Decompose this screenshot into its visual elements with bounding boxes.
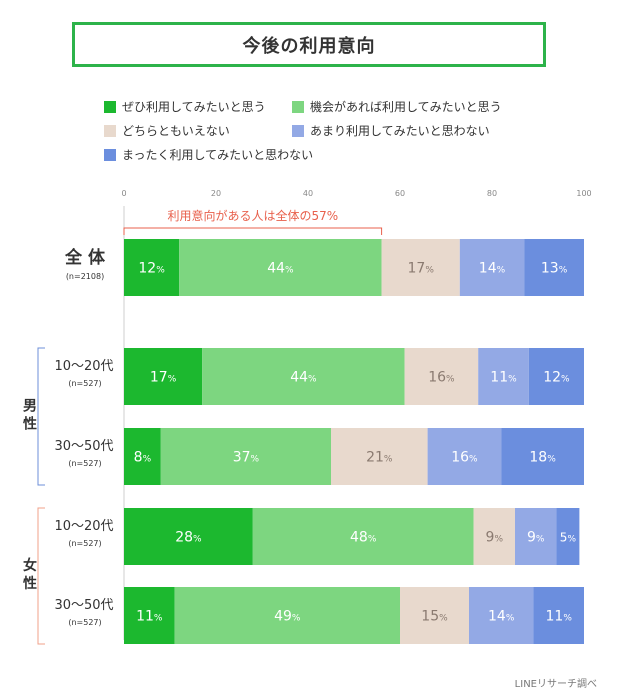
bar-segment bbox=[556, 508, 580, 565]
legend-label: ぜひ利用してみたいと思う bbox=[122, 100, 266, 114]
legend-swatch bbox=[104, 124, 116, 137]
legend-item: 機会があれば利用してみたいと思う bbox=[292, 98, 502, 115]
row-n-label: (n=527) bbox=[68, 539, 101, 548]
source-note: LINEリサーチ調べ bbox=[514, 679, 597, 690]
row-label: 10～20代 bbox=[54, 359, 113, 374]
bar-segment bbox=[524, 239, 584, 296]
data-label: 49% bbox=[274, 609, 301, 625]
data-label: 5% bbox=[560, 531, 577, 545]
bar-segment bbox=[124, 587, 175, 644]
data-label: 37% bbox=[233, 450, 260, 466]
data-label: 11% bbox=[546, 609, 573, 625]
legend-item: あまり利用してみたいと思わない bbox=[292, 122, 490, 139]
row-n-label: (n=527) bbox=[68, 459, 101, 468]
data-label: 12% bbox=[138, 261, 165, 277]
legend-label: どちらともいえない bbox=[122, 124, 230, 138]
data-label: 16% bbox=[428, 370, 455, 386]
data-label: 9% bbox=[527, 530, 545, 546]
legend-swatch bbox=[104, 100, 116, 113]
bar-segment bbox=[469, 587, 534, 644]
bar-segment bbox=[179, 239, 382, 296]
x-tick-label: 0 bbox=[121, 189, 126, 198]
bar-segment bbox=[501, 428, 584, 485]
data-label: 17% bbox=[408, 261, 435, 277]
x-tick-label: 100 bbox=[576, 189, 591, 198]
bar-segment bbox=[124, 508, 253, 565]
bar-segment bbox=[459, 239, 525, 296]
legend-label: あまり利用してみたいと思わない bbox=[310, 124, 490, 138]
legend-swatch bbox=[292, 124, 304, 137]
legend-swatch bbox=[292, 100, 304, 113]
data-label: 11% bbox=[490, 370, 517, 386]
data-label: 48% bbox=[350, 530, 377, 546]
bar-segment bbox=[124, 239, 180, 296]
legend-item: どちらともいえない bbox=[104, 122, 230, 139]
bar-segment bbox=[427, 428, 502, 485]
bar-segment bbox=[202, 348, 405, 405]
x-tick-label: 40 bbox=[303, 189, 313, 198]
bar-segment bbox=[400, 587, 469, 644]
bar-segment bbox=[252, 508, 474, 565]
data-label: 12% bbox=[543, 370, 570, 386]
bar-segment bbox=[533, 587, 584, 644]
bar-segment bbox=[404, 348, 479, 405]
row-n-label: (n=527) bbox=[68, 618, 101, 627]
x-tick-label: 80 bbox=[487, 189, 497, 198]
legend-label: 機会があれば利用してみたいと思う bbox=[310, 100, 502, 114]
chart-title: 今後の利用意向 bbox=[72, 22, 546, 67]
group-label: 性 bbox=[23, 416, 37, 433]
bar-segment bbox=[515, 508, 557, 565]
data-label: 15% bbox=[421, 609, 448, 625]
bar-segment bbox=[124, 348, 203, 405]
bar-segment bbox=[478, 348, 529, 405]
bar-segment bbox=[473, 508, 515, 565]
bar-segment bbox=[124, 428, 161, 485]
group-label: 性 bbox=[23, 575, 37, 592]
bar-segment bbox=[174, 587, 400, 644]
data-label: 17% bbox=[150, 370, 177, 386]
row-label: 全 体 bbox=[64, 247, 106, 268]
legend-swatch bbox=[104, 148, 116, 161]
x-tick-label: 20 bbox=[211, 189, 221, 198]
data-label: 14% bbox=[488, 609, 515, 625]
legend-item: ぜひ利用してみたいと思う bbox=[104, 98, 266, 115]
data-label: 13% bbox=[541, 261, 568, 277]
data-label: 18% bbox=[529, 450, 556, 466]
bracket-label: 利用意向がある人は全体の57% bbox=[167, 208, 338, 223]
bar-segment bbox=[160, 428, 331, 485]
group-label: 女 bbox=[23, 557, 37, 574]
data-label: 16% bbox=[451, 450, 478, 466]
legend-label: まったく利用してみたいと思わない bbox=[122, 148, 314, 162]
data-label: 44% bbox=[267, 261, 294, 277]
bar-segment bbox=[528, 348, 584, 405]
bar-segment bbox=[331, 428, 428, 485]
group-bracket bbox=[37, 507, 45, 645]
data-label: 21% bbox=[366, 450, 393, 466]
group-label: 男 bbox=[23, 399, 37, 415]
row-n-label: (n=2108) bbox=[66, 272, 104, 281]
data-label: 9% bbox=[486, 530, 504, 546]
data-label: 8% bbox=[134, 450, 152, 466]
row-label: 30～50代 bbox=[54, 439, 113, 454]
bracket-line bbox=[123, 227, 383, 235]
data-label: 14% bbox=[479, 261, 506, 277]
data-label: 44% bbox=[290, 370, 317, 386]
data-label: 11% bbox=[136, 609, 163, 625]
row-label: 10～20代 bbox=[54, 519, 113, 534]
group-bracket bbox=[37, 347, 45, 486]
row-n-label: (n=527) bbox=[68, 379, 101, 388]
legend-item: まったく利用してみたいと思わない bbox=[104, 146, 313, 163]
row-label: 30～50代 bbox=[54, 598, 113, 613]
bar-segment bbox=[381, 239, 460, 296]
x-tick-label: 60 bbox=[395, 189, 405, 198]
data-label: 28% bbox=[175, 530, 202, 546]
